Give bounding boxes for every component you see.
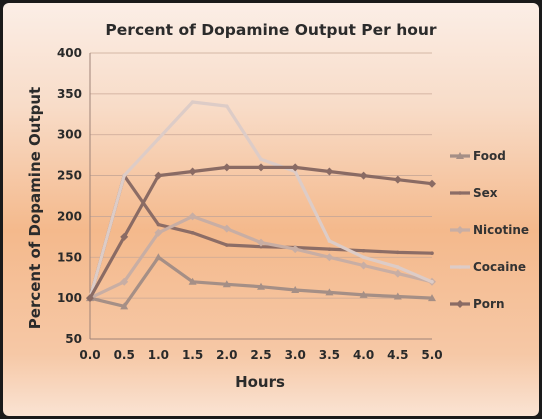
legend-marker-sex: [458, 191, 462, 195]
data-point-sex: [225, 243, 229, 247]
data-point-food: [291, 285, 300, 293]
legend-marker-porn: [456, 300, 464, 308]
y-tick-label: 400: [57, 46, 82, 60]
chart-title: Percent of Dopamine Output Per hour: [105, 21, 437, 39]
data-point-food: [222, 280, 231, 288]
x-tick-label: 2.5: [250, 348, 271, 362]
data-point-food: [325, 288, 334, 296]
data-point-porn: [359, 171, 368, 180]
data-point-porn: [154, 171, 163, 180]
data-point-porn: [325, 167, 334, 176]
data-point-sex: [361, 248, 366, 253]
data-point-cocaine: [396, 265, 400, 269]
data-point-food: [393, 292, 402, 300]
legend-marker-cocaine: [458, 265, 462, 269]
grid-lines: [89, 52, 432, 340]
legend-item-porn: Porn: [450, 297, 505, 311]
data-point-food: [154, 253, 163, 261]
chart-frame: 50 100 150 200 250 300 350 400 0.0 0.5 1.0 1.5 2.0 2…: [3, 3, 539, 416]
x-tick-label: 0.5: [114, 348, 135, 362]
data-point-sex: [430, 251, 434, 255]
data-point-porn: [120, 232, 129, 241]
data-point-cocaine: [225, 104, 229, 108]
x-tick-label: 4.5: [387, 348, 408, 362]
x-tick-label: 5.0: [421, 348, 442, 362]
data-point-sex: [156, 222, 161, 227]
x-tick-label: 3.0: [285, 348, 306, 362]
y-tick-label: 200: [57, 209, 82, 223]
legend: Food Sex Nicotine Cocaine Porn: [450, 149, 529, 311]
legend-label-cocaine: Cocaine: [473, 260, 526, 274]
chart-background: [3, 3, 539, 416]
data-point-cocaine: [156, 137, 161, 141]
data-point-cocaine: [361, 255, 366, 260]
data-point-nicotine: [188, 212, 197, 221]
y-axis-label: Percent of Dopamine Output: [26, 87, 44, 329]
data-point-nicotine: [291, 245, 300, 254]
data-point-porn: [257, 163, 265, 172]
y-tick-label: 150: [57, 250, 82, 264]
legend-label-sex: Sex: [473, 186, 498, 200]
data-point-cocaine: [259, 157, 263, 162]
data-point-food: [428, 294, 436, 302]
x-tick-label: 0.0: [79, 348, 100, 362]
data-point-sex: [259, 244, 263, 249]
data-point-food: [188, 277, 197, 285]
y-tick-label: 350: [57, 87, 82, 101]
data-point-cocaine: [327, 239, 332, 243]
data-point-porn: [428, 179, 436, 188]
y-tick-label: 300: [57, 128, 82, 142]
data-point-nicotine: [257, 238, 265, 247]
data-point-sex: [190, 230, 195, 235]
y-axis-ticks: 50 100 150 200 250 300 350 400: [57, 46, 82, 346]
legend-item-sex: Sex: [450, 186, 498, 200]
legend-item-cocaine: Cocaine: [450, 260, 526, 274]
data-point-sex: [327, 247, 332, 251]
series-cocaine: [88, 100, 434, 300]
legend-marker-food: [456, 152, 464, 159]
y-tick-label: 100: [57, 291, 82, 305]
data-point-cocaine: [122, 173, 126, 178]
data-point-cocaine: [293, 169, 298, 174]
y-tick-label: 50: [65, 332, 82, 346]
data-point-cocaine: [190, 100, 195, 104]
legend-label-porn: Porn: [473, 297, 505, 311]
legend-marker-nicotine: [456, 226, 464, 234]
data-point-food: [257, 282, 265, 290]
legend-label-food: Food: [473, 149, 506, 163]
data-point-cocaine: [430, 280, 434, 284]
legend-label-nicotine: Nicotine: [473, 223, 529, 237]
series-group: [86, 100, 436, 310]
series-porn: [86, 163, 436, 303]
data-point-nicotine: [359, 261, 368, 270]
data-point-sex: [396, 250, 400, 255]
legend-item-nicotine: Nicotine: [450, 223, 529, 237]
y-tick-label: 250: [57, 169, 82, 183]
legend-item-food: Food: [450, 149, 506, 163]
data-point-nicotine: [120, 277, 129, 286]
data-point-nicotine: [222, 224, 231, 233]
x-tick-label: 4.0: [353, 348, 374, 362]
data-point-porn: [393, 175, 402, 184]
x-tick-label: 1.0: [148, 348, 169, 362]
series-food: [86, 253, 436, 310]
data-point-porn: [222, 163, 231, 172]
data-point-nicotine: [393, 269, 402, 278]
line-chart: 50 100 150 200 250 300 350 400 0.0 0.5 1.0 1.5 2.0 2…: [3, 3, 539, 416]
x-tick-label: 2.0: [216, 348, 237, 362]
data-point-food: [359, 290, 368, 298]
data-point-nicotine: [154, 228, 163, 237]
x-axis-ticks: 0.0 0.5 1.0 1.5 2.0 2.5 3.0 3.5 4.0 4.5 5.0: [79, 348, 442, 362]
x-axis-label: Hours: [235, 373, 285, 391]
data-point-porn: [291, 163, 300, 172]
x-tick-label: 1.5: [182, 348, 203, 362]
x-tick-label: 3.5: [319, 348, 340, 362]
data-point-porn: [86, 294, 94, 303]
data-point-porn: [188, 167, 197, 176]
data-point-nicotine: [325, 253, 334, 262]
data-point-food: [120, 302, 129, 310]
